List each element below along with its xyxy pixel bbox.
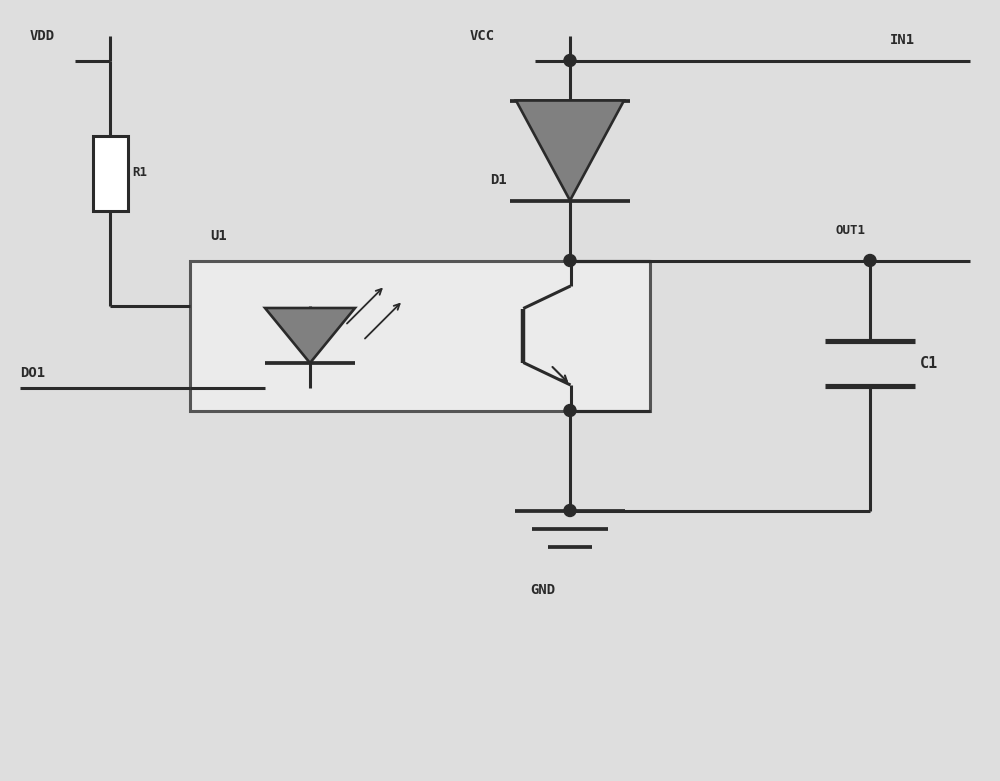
- Circle shape: [864, 255, 876, 266]
- Circle shape: [564, 255, 576, 266]
- Text: R1: R1: [132, 166, 148, 180]
- Text: DO1: DO1: [20, 366, 45, 380]
- Text: VDD: VDD: [30, 28, 55, 42]
- Bar: [190, 261, 650, 411]
- Polygon shape: [265, 308, 355, 363]
- Circle shape: [564, 405, 576, 416]
- Text: OUT1: OUT1: [835, 224, 865, 237]
- Text: D1: D1: [490, 173, 507, 187]
- Text: IN1: IN1: [890, 34, 915, 48]
- Circle shape: [564, 505, 576, 516]
- Circle shape: [564, 55, 576, 66]
- Text: GND: GND: [530, 583, 555, 597]
- Text: VCC: VCC: [470, 28, 495, 42]
- Bar: [92, 135, 128, 211]
- Text: U1: U1: [210, 229, 227, 242]
- Text: C1: C1: [920, 355, 938, 370]
- Polygon shape: [516, 101, 624, 201]
